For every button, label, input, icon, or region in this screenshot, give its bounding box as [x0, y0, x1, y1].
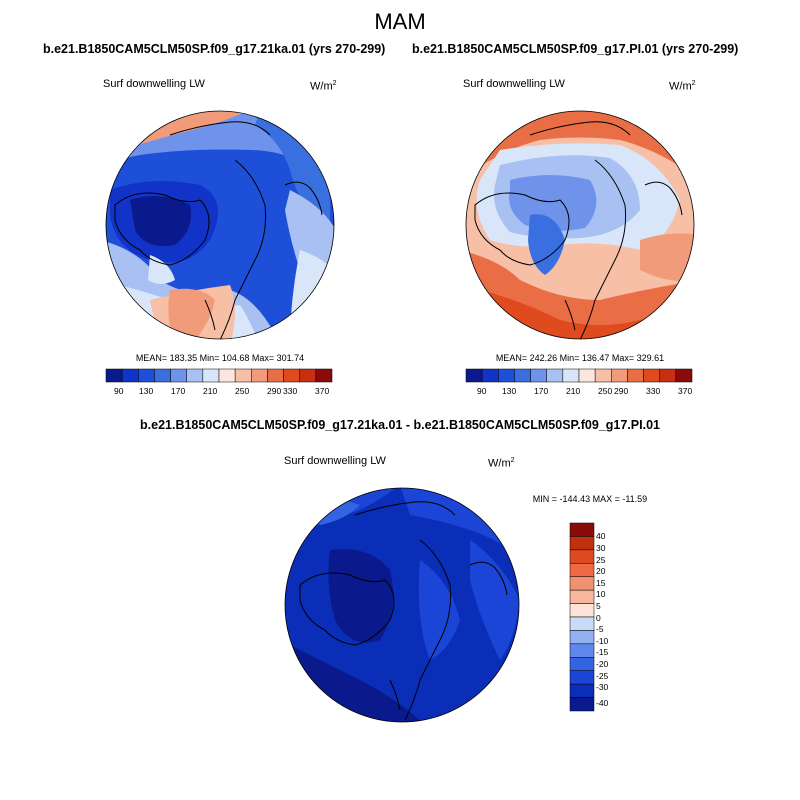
colorbar-2-tick-label: 90 — [477, 386, 487, 396]
colorbar-1-swatch — [251, 368, 268, 383]
colorbar-1-tick-label: 370 — [315, 386, 330, 396]
colorbar-1-tick-label: 210 — [203, 386, 218, 396]
colorbar-1-swatch — [121, 368, 139, 383]
colorbar-2-tick-label: 330 — [646, 386, 661, 396]
colorbar-1-swatch — [138, 368, 155, 383]
panel-1-units: W/m2 — [310, 80, 337, 93]
diff-panel-units: W/m2 — [488, 457, 515, 470]
colorbar-1-swatch — [154, 368, 171, 383]
colorbar-3-labels: 40 30 25 20 15 10 5 0 -5 -10 -15 -20 -25… — [596, 0, 636, 800]
colorbar-1-swatch — [283, 368, 300, 383]
colorbar-2-swatch — [562, 368, 580, 383]
diff-panel-stats: MIN = -144.43 MAX = -11.59 — [532, 494, 648, 504]
colorbar-3-swatch — [569, 576, 595, 591]
colorbar-3-tick-label: 30 — [596, 543, 606, 553]
panel-2-units: W/m2 — [669, 80, 696, 93]
colorbar-2-tick-label: 250 — [598, 386, 613, 396]
colorbar-2-swatch — [530, 368, 547, 383]
colorbar-1-swatch — [170, 368, 187, 383]
panel-1-title: b.e21.B1850CAM5CLM50SP.f09_g17.21ka.01 (… — [43, 42, 386, 56]
colorbar-1-swatch — [267, 368, 284, 383]
colorbar-1-swatch — [315, 368, 333, 383]
colorbar-1-swatch — [105, 368, 123, 383]
panel-2-title: b.e21.B1850CAM5CLM50SP.f09_g17.PI.01 (yr… — [412, 42, 739, 56]
colorbar-2-swatch — [578, 368, 596, 383]
colorbar-3-tick-label: 0 — [596, 613, 601, 623]
colorbar-2-tick-label: 290 — [614, 386, 629, 396]
colorbar-3-tick-label: -5 — [596, 624, 604, 634]
colorbar-3-swatch — [569, 549, 595, 564]
colorbar-2-tick-label: 170 — [534, 386, 549, 396]
colorbar-2 — [465, 368, 693, 383]
map-1-21ka — [106, 111, 334, 339]
colorbar-3-tick-label: 5 — [596, 601, 601, 611]
diff-panel-variable-label: Surf downwelling LW — [284, 455, 386, 467]
colorbar-3-swatch — [569, 536, 595, 551]
colorbar-2-swatch — [465, 368, 483, 383]
colorbar-2-swatch — [546, 368, 564, 383]
colorbar-1-tick-label: 330 — [283, 386, 298, 396]
colorbar-1-swatch — [218, 368, 236, 383]
colorbar-1-swatch — [202, 368, 220, 383]
colorbar-3-tick-label: -30 — [596, 682, 609, 692]
colorbar-2-swatch — [675, 368, 693, 383]
colorbar-2-tick-label: 210 — [566, 386, 581, 396]
colorbar-1-tick-label: 130 — [139, 386, 154, 396]
colorbar-2-swatch — [643, 368, 660, 383]
panel-1-stats: MEAN= 183.35 Min= 104.68 Max= 301.74 — [135, 353, 305, 363]
diff-panel-title: b.e21.B1850CAM5CLM50SP.f09_g17.21ka.01 -… — [140, 418, 660, 432]
colorbar-2-swatch — [659, 368, 677, 383]
colorbar-2-swatch — [514, 368, 531, 383]
colorbar-1-tick-label: 290 — [267, 386, 282, 396]
colorbar-3-swatch — [569, 643, 595, 658]
colorbar-1-labels: 90 130 170 210 250 290 330 370 — [0, 386, 800, 400]
colorbar-3-tick-label: 40 — [596, 531, 606, 541]
colorbar-2-tick-label: 130 — [502, 386, 517, 396]
colorbar-3-swatch — [569, 603, 595, 618]
colorbar-1 — [105, 368, 333, 383]
colorbar-1-swatch — [186, 368, 204, 383]
panel-1-variable-label: Surf downwelling LW — [103, 78, 205, 90]
colorbar-3-swatch — [569, 563, 595, 577]
colorbar-2-labels: 90 130 170 210 250 290 330 370 — [0, 386, 800, 400]
main-title: MAM — [374, 9, 426, 34]
colorbar-1-tick-label: 250 — [235, 386, 250, 396]
colorbar-3-tick-label: 15 — [596, 578, 606, 588]
map-2-pi — [466, 111, 694, 339]
colorbar-1-tick-label: 90 — [114, 386, 124, 396]
colorbar-2-swatch — [498, 368, 515, 383]
colorbar-3-swatch — [569, 616, 595, 631]
colorbar-3-swatch — [569, 670, 595, 685]
colorbar-3-tick-label: -40 — [596, 698, 609, 708]
colorbar-3-tick-label: 20 — [596, 566, 606, 576]
colorbar-3-tick-label: -15 — [596, 647, 609, 657]
colorbar-1-swatch — [234, 368, 252, 383]
colorbar-3-swatch — [569, 589, 595, 604]
colorbar-3-swatch — [569, 522, 595, 537]
colorbar-3-tick-label: 25 — [596, 555, 606, 565]
colorbar-3-tick-label: -10 — [596, 636, 609, 646]
colorbar-2-swatch — [481, 368, 499, 383]
colorbar-2-tick-label: 370 — [678, 386, 693, 396]
colorbar-3-swatch — [569, 697, 595, 712]
panel-2-stats: MEAN= 242.26 Min= 136.47 Max= 329.61 — [495, 353, 665, 363]
colorbar-1-swatch — [299, 368, 317, 383]
colorbar-3-swatch — [569, 630, 595, 645]
colorbar-3 — [569, 522, 595, 712]
colorbar-3-tick-label: -25 — [596, 671, 609, 681]
colorbar-3-swatch — [569, 657, 595, 671]
panel-2-variable-label: Surf downwelling LW — [463, 78, 565, 90]
colorbar-3-tick-label: 10 — [596, 589, 606, 599]
colorbar-3-swatch — [569, 683, 595, 698]
colorbar-1-tick-label: 170 — [171, 386, 186, 396]
colorbar-3-tick-label: -20 — [596, 659, 609, 669]
map-3-difference — [285, 488, 519, 722]
